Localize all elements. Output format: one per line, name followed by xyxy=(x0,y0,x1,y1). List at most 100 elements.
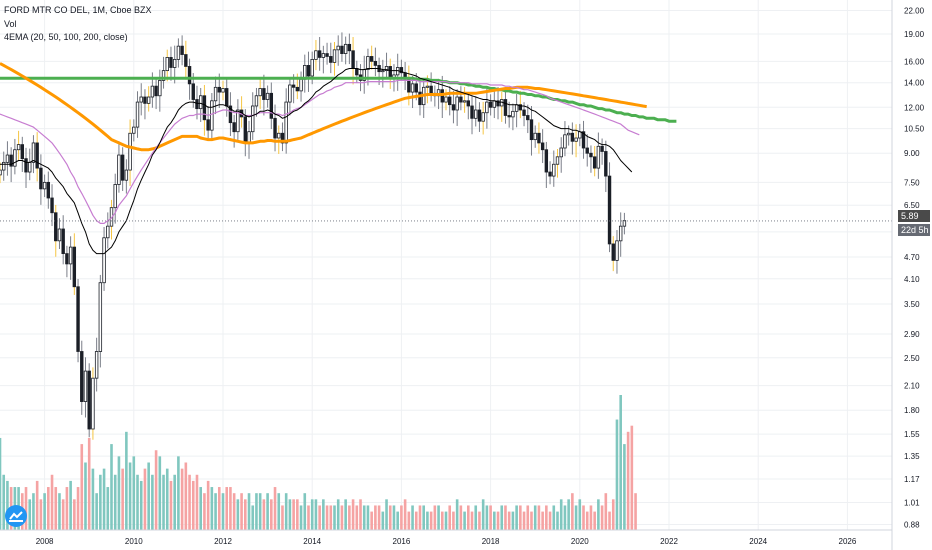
candle-body xyxy=(247,131,251,144)
volume-bar xyxy=(296,499,299,530)
volume-bar xyxy=(169,480,173,530)
volume-bar xyxy=(199,487,203,530)
volume-bar xyxy=(559,499,563,530)
candle-body xyxy=(195,99,199,110)
chart-legend: FORD MTR CO DEL, 1M, Cboe BZX Vol 4EMA (… xyxy=(4,4,152,45)
candle-body xyxy=(57,228,62,242)
candle-body xyxy=(2,161,6,171)
candle-body xyxy=(165,57,169,72)
candle-body xyxy=(143,96,147,104)
volume-bar xyxy=(243,499,247,530)
current-price-label: 5.89 xyxy=(898,210,930,222)
volume-bar xyxy=(255,493,258,530)
year-tick-label: 2010 xyxy=(125,537,143,546)
candle-body xyxy=(347,43,352,52)
candle-body xyxy=(265,92,270,100)
volume-bar xyxy=(121,468,124,530)
volume-bar xyxy=(318,505,321,530)
volume-bar xyxy=(195,474,199,530)
volume-bar xyxy=(251,505,255,530)
candle-body xyxy=(399,67,404,74)
price-tick-label: 2.90 xyxy=(904,330,920,339)
candle-body xyxy=(604,151,608,177)
candle-body xyxy=(488,101,493,108)
candle-body xyxy=(388,66,392,79)
price-tick-label: 1.80 xyxy=(904,406,920,415)
volume-bar xyxy=(266,493,269,530)
candle-body xyxy=(618,225,623,242)
volume-bar xyxy=(340,505,344,530)
candle-body xyxy=(94,351,99,379)
volume-legend[interactable]: Vol xyxy=(4,18,17,29)
volume-bar xyxy=(418,505,422,530)
volume-bar xyxy=(221,493,225,530)
candle-body xyxy=(526,115,530,121)
candle-body xyxy=(91,377,95,430)
volume-bar xyxy=(381,511,385,530)
volume-bar xyxy=(2,474,6,530)
volume-bar xyxy=(507,511,511,530)
volume-bar xyxy=(58,493,61,530)
price-tick-label: 22.00 xyxy=(904,7,925,16)
candle-body xyxy=(39,167,43,190)
volume-bar xyxy=(574,505,578,530)
price-axis: 22.00 19.00 16.00 14.00 12.00 10.50 9.00 7.50 6.… xyxy=(891,0,925,550)
candle-body xyxy=(585,147,589,154)
volume-bar xyxy=(359,499,362,530)
volume-bar xyxy=(333,505,336,530)
candle-body xyxy=(589,152,593,158)
volume-bar xyxy=(541,511,544,530)
candle-body xyxy=(332,49,337,63)
candle-body xyxy=(68,246,73,265)
candle-body xyxy=(13,149,17,167)
candle-body xyxy=(124,169,129,181)
candle-body xyxy=(481,112,485,122)
volume-bar xyxy=(589,505,593,530)
price-tick-label: 19.00 xyxy=(904,30,925,39)
price-tick-label: 12.00 xyxy=(904,103,925,112)
candle-body xyxy=(202,95,207,121)
price-tick-label: 0.88 xyxy=(904,520,920,529)
volume-bar xyxy=(370,511,373,530)
volume-bar xyxy=(39,499,43,530)
volume-bar xyxy=(162,474,165,530)
volume-bar xyxy=(355,505,359,530)
volume-bar xyxy=(500,505,504,530)
volume-bar xyxy=(232,493,236,530)
candle-body xyxy=(511,110,515,118)
candle-body xyxy=(80,351,84,402)
year-tick-label: 2020 xyxy=(571,537,589,546)
volume-bar xyxy=(526,505,530,530)
ema-50-line xyxy=(0,79,640,224)
candle-body xyxy=(496,100,500,107)
volume-bar xyxy=(147,462,150,530)
volume-bar xyxy=(463,511,466,530)
candle-body xyxy=(566,132,571,136)
tradingview-logo-icon[interactable] xyxy=(5,505,27,527)
candle-body xyxy=(600,145,604,152)
candle-body xyxy=(444,96,448,103)
candle-body xyxy=(596,145,601,169)
volume-bar xyxy=(206,480,210,530)
year-tick-label: 2016 xyxy=(393,537,411,546)
candle-body xyxy=(429,85,433,94)
volume-bar xyxy=(139,480,143,530)
ema-legend[interactable]: 4EMA (20, 50, 100, 200, close) xyxy=(4,32,128,42)
volume-bar xyxy=(414,511,418,530)
volume-bar xyxy=(426,511,429,530)
volume-bar xyxy=(102,468,106,530)
volume-bar xyxy=(277,493,281,530)
volume-bar xyxy=(69,480,72,530)
volume-bar xyxy=(247,493,251,530)
candle-body xyxy=(340,45,344,54)
volume-bar xyxy=(533,505,537,530)
candle-body xyxy=(592,156,597,169)
candle-body xyxy=(407,78,411,93)
candle-body xyxy=(329,56,333,63)
candle-body xyxy=(321,53,326,58)
candle-body xyxy=(548,171,552,177)
volume-bar xyxy=(351,499,355,530)
symbol-title[interactable]: FORD MTR CO DEL, 1M, Cboe BZX xyxy=(4,5,152,15)
volume-bar xyxy=(571,493,574,530)
